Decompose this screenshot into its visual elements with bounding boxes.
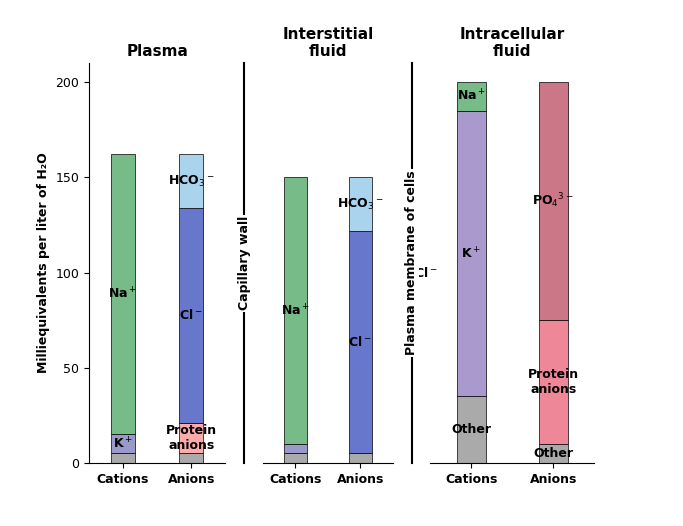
Text: Plasma membrane of cells: Plasma membrane of cells [405,171,418,355]
Bar [457,82,486,110]
Text: Na$^+$: Na$^+$ [281,303,310,318]
Title: Intracellular
fluid: Intracellular fluid [460,27,565,59]
Text: Cl$^-$: Cl$^-$ [348,335,372,349]
Text: Other: Other [451,423,491,436]
Text: K$^+$: K$^+$ [113,436,133,451]
Bar [111,155,135,434]
Bar [349,453,372,463]
Text: K$^+$: K$^+$ [461,246,482,261]
Bar [111,453,135,463]
Bar [539,444,568,463]
Bar [180,208,204,423]
Bar [111,434,135,453]
Bar [349,177,372,230]
Text: PO$_4$$^{3-}$: PO$_4$$^{3-}$ [533,192,574,210]
Bar [284,177,307,444]
Title: Interstitial
fluid: Interstitial fluid [282,27,374,59]
Text: Cl$^-$: Cl$^-$ [180,308,203,322]
Text: Protein
anions: Protein anions [166,424,217,452]
Text: Cl$^-$: Cl$^-$ [415,266,438,279]
Bar [349,230,372,453]
Text: Capillary wall: Capillary wall [238,216,251,310]
Bar [284,444,307,453]
Bar [284,453,307,463]
Text: HCO$_3$$^-$: HCO$_3$$^-$ [337,196,384,211]
Bar [180,423,204,453]
Title: Plasma: Plasma [126,44,188,59]
Text: Other: Other [533,447,573,460]
Text: HCO$_3$$^-$: HCO$_3$$^-$ [168,174,214,189]
Bar [539,320,568,444]
Bar [457,396,486,463]
Bar [539,82,568,320]
Text: Na$^+$: Na$^+$ [109,287,137,302]
Y-axis label: Milliequivalents per liter of H₂O: Milliequivalents per liter of H₂O [37,153,50,373]
Text: Protein
anions: Protein anions [528,368,579,396]
Bar [180,453,204,463]
Text: Na$^+$: Na$^+$ [457,89,486,104]
Bar [457,110,486,396]
Bar [180,155,204,208]
